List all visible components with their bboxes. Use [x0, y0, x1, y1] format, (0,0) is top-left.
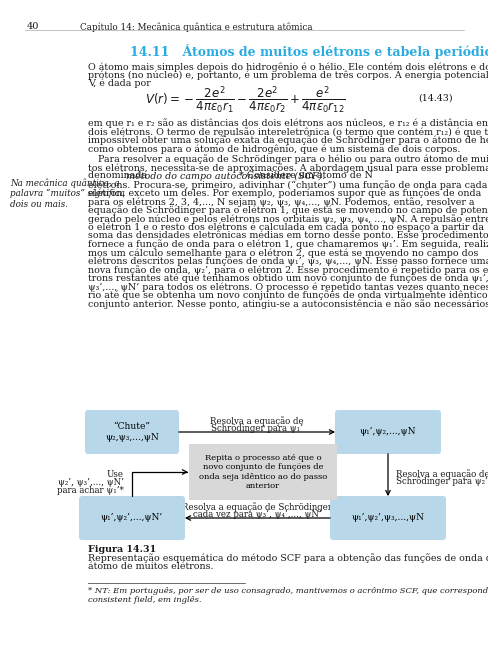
Text: cada vez para ψ₃’, ψ₄’,..., ψN’: cada vez para ψ₃’, ψ₄’,..., ψN’	[193, 510, 321, 519]
Text: * NT: Em português, por ser de uso consagrado, mantivemos o acrônimo SCF, que co: * NT: Em português, por ser de uso consa…	[88, 587, 488, 595]
FancyBboxPatch shape	[329, 496, 445, 540]
Text: Use: Use	[107, 470, 124, 479]
Text: 40: 40	[27, 22, 40, 31]
Text: dois elétrons. O termo de repulsão intereletrônica (o termo que contém r₁₂) é qu: dois elétrons. O termo de repulsão inter…	[88, 127, 488, 136]
Text: “Chute”
ψ₂,ψ₃,...,ψN: “Chute” ψ₂,ψ₃,...,ψN	[105, 422, 159, 441]
Text: Para resolver a equação de Schrödinger para o hélio ou para outro átomo de mui-: Para resolver a equação de Schrödinger p…	[98, 155, 488, 165]
Text: 14.11   Átomos de muitos elétrons e tabela periódica: 14.11 Átomos de muitos elétrons e tabela…	[130, 44, 488, 59]
FancyBboxPatch shape	[79, 496, 184, 540]
Text: ψ₂’, ψ₃’,..., ψN’: ψ₂’, ψ₃’,..., ψN’	[58, 478, 124, 487]
Text: elétrons descritos pelas funções de onda ψ₁’, ψ₃, ψ₄,..., ψN. Esse passo fornece: elétrons descritos pelas funções de onda…	[88, 257, 488, 266]
Text: soma das densidades eletrônicas médias em torno desse ponto. Esse procedimento: soma das densidades eletrônicas médias e…	[88, 231, 488, 240]
Text: * Considere um átomo de N: * Considere um átomo de N	[239, 172, 372, 180]
Text: $V(r) = -\dfrac{2e^2}{4\pi\varepsilon_0 r_1} - \dfrac{2e^2}{4\pi\varepsilon_0 r_: $V(r) = -\dfrac{2e^2}{4\pi\varepsilon_0 …	[144, 85, 345, 116]
Text: prótons (no núcleo) e, portanto, é um problema de três corpos. A energia potenci: prótons (no núcleo) e, portanto, é um pr…	[88, 71, 488, 80]
Text: Capítulo 14: Mecânica quântica e estrutura atômica: Capítulo 14: Mecânica quântica e estrutu…	[80, 22, 312, 31]
Text: denominada: denominada	[88, 172, 150, 180]
Text: o elétron 1 e o resto dos elétrons é calculada em cada ponto no espaço a partir : o elétron 1 e o resto dos elétrons é cal…	[88, 223, 483, 232]
Text: nova função de onda, ψ₂’, para o elétron 2. Esse procedimento é repetido para os: nova função de onda, ψ₂’, para o elétron…	[88, 265, 488, 275]
Text: mos um cálculo semelhante para o elétron 2, que está se movendo no campo dos: mos um cálculo semelhante para o elétron…	[88, 248, 477, 257]
Text: conjunto anterior. Nesse ponto, atingiu-se a autoconsistência e não são necessár: conjunto anterior. Nesse ponto, atingiu-…	[88, 299, 488, 309]
Text: rio até que se obtenha um novo conjunto de funções de onda virtualmente idêntico: rio até que se obtenha um novo conjunto …	[88, 291, 488, 300]
Text: para achar ψ₁’*: para achar ψ₁’*	[57, 486, 124, 495]
Text: método do campo autoconsistente (SCF).: método do campo autoconsistente (SCF).	[126, 172, 325, 181]
Text: como obtemos para o átomo de hidrogênio, que é um sistema de dois corpos.: como obtemos para o átomo de hidrogênio,…	[88, 144, 459, 153]
Text: Na mecânica quântica, a
palavra “muitos” significa
dois ou mais.: Na mecânica quântica, a palavra “muitos”…	[10, 178, 125, 209]
Text: O átomo mais simples depois do hidrogênio é o hélio. Ele contém dois elétrons e : O átomo mais simples depois do hidrogêni…	[88, 62, 488, 71]
Text: Resolva a equação de: Resolva a equação de	[395, 469, 488, 479]
Text: Representação esquemática do método SCF para a obtenção das funções de onda de u: Representação esquemática do método SCF …	[88, 554, 488, 564]
Text: ψ₃’,..., ψN’ para todos os elétrons. O processo é repetido tantas vezes quanto n: ψ₃’,..., ψN’ para todos os elétrons. O p…	[88, 282, 488, 291]
Text: elétron, exceto um deles. Por exemplo, poderíamos supor que as funções de onda: elétron, exceto um deles. Por exemplo, p…	[88, 189, 480, 199]
Text: ψ₁’,ψ₂’,ψ₃,...,ψN: ψ₁’,ψ₂’,ψ₃,...,ψN	[351, 513, 424, 522]
Text: átomo de muitos elétrons.: átomo de muitos elétrons.	[88, 562, 213, 571]
Text: Figura 14.31: Figura 14.31	[88, 545, 156, 554]
Text: fornece a função de onda para o elétron 1, que chamaremos ψ₁’. Em seguida, reali: fornece a função de onda para o elétron …	[88, 240, 488, 249]
Text: Resolva a equação de: Resolva a equação de	[210, 416, 303, 426]
Text: V, é dada por: V, é dada por	[88, 79, 150, 89]
FancyBboxPatch shape	[189, 444, 336, 500]
Text: Schrödinger para ψ₂’: Schrödinger para ψ₂’	[395, 477, 487, 486]
Text: Resolva a equação de Schrödinger: Resolva a equação de Schrödinger	[182, 502, 332, 512]
Text: tos elétrons, necessita-se de aproximações. A abordagem usual para esse problema: tos elétrons, necessita-se de aproximaçõ…	[88, 163, 488, 173]
Text: para os elétrons 2, 3, 4,..., N sejam ψ₂, ψ₃, ψ₄,..., ψN. Podemos, então, resolv: para os elétrons 2, 3, 4,..., N sejam ψ₂…	[88, 197, 473, 207]
Text: consistent field, em inglês.: consistent field, em inglês.	[88, 596, 201, 603]
Text: trons restantes até que tenhamos obtido um novo conjunto de funções de onda ψ₁’,: trons restantes até que tenhamos obtido …	[88, 274, 488, 283]
Text: equação de Schrödinger para o elétron 1, que está se movendo no campo de potenci: equação de Schrödinger para o elétron 1,…	[88, 206, 488, 215]
Text: (14.43): (14.43)	[418, 93, 452, 103]
FancyBboxPatch shape	[334, 410, 440, 454]
Text: elétrons. Procura-se, primeiro, adivinhar (“chuter”) uma função de onda para cad: elétrons. Procura-se, primeiro, adivinha…	[88, 180, 487, 190]
FancyBboxPatch shape	[85, 410, 179, 454]
Text: gerado pelo núcleo e pelos elétrons nos orbitais ψ₂, ψ₃, ψ₄, ..., ψN. A repulsão: gerado pelo núcleo e pelos elétrons nos …	[88, 214, 488, 224]
Text: Schrödinger para ψ₁’: Schrödinger para ψ₁’	[210, 424, 303, 433]
Text: Repita o processo até que o
novo conjunto de funções de
onda seja idêntico ao do: Repita o processo até que o novo conjunt…	[199, 454, 326, 490]
Text: ψ₁’,ψ₂,...,ψN: ψ₁’,ψ₂,...,ψN	[359, 428, 415, 436]
Text: ψ₁’,ψ₂’,...,ψN’: ψ₁’,ψ₂’,...,ψN’	[101, 513, 163, 522]
Text: em que r₁ e r₂ são as distâncias dos dois elétrons aos núcleos, e r₁₂ é a distân: em que r₁ e r₂ são as distâncias dos doi…	[88, 118, 488, 128]
Text: impossível obter uma solução exata da equação de Schrödinger para o átomo de hél: impossível obter uma solução exata da eq…	[88, 136, 488, 145]
